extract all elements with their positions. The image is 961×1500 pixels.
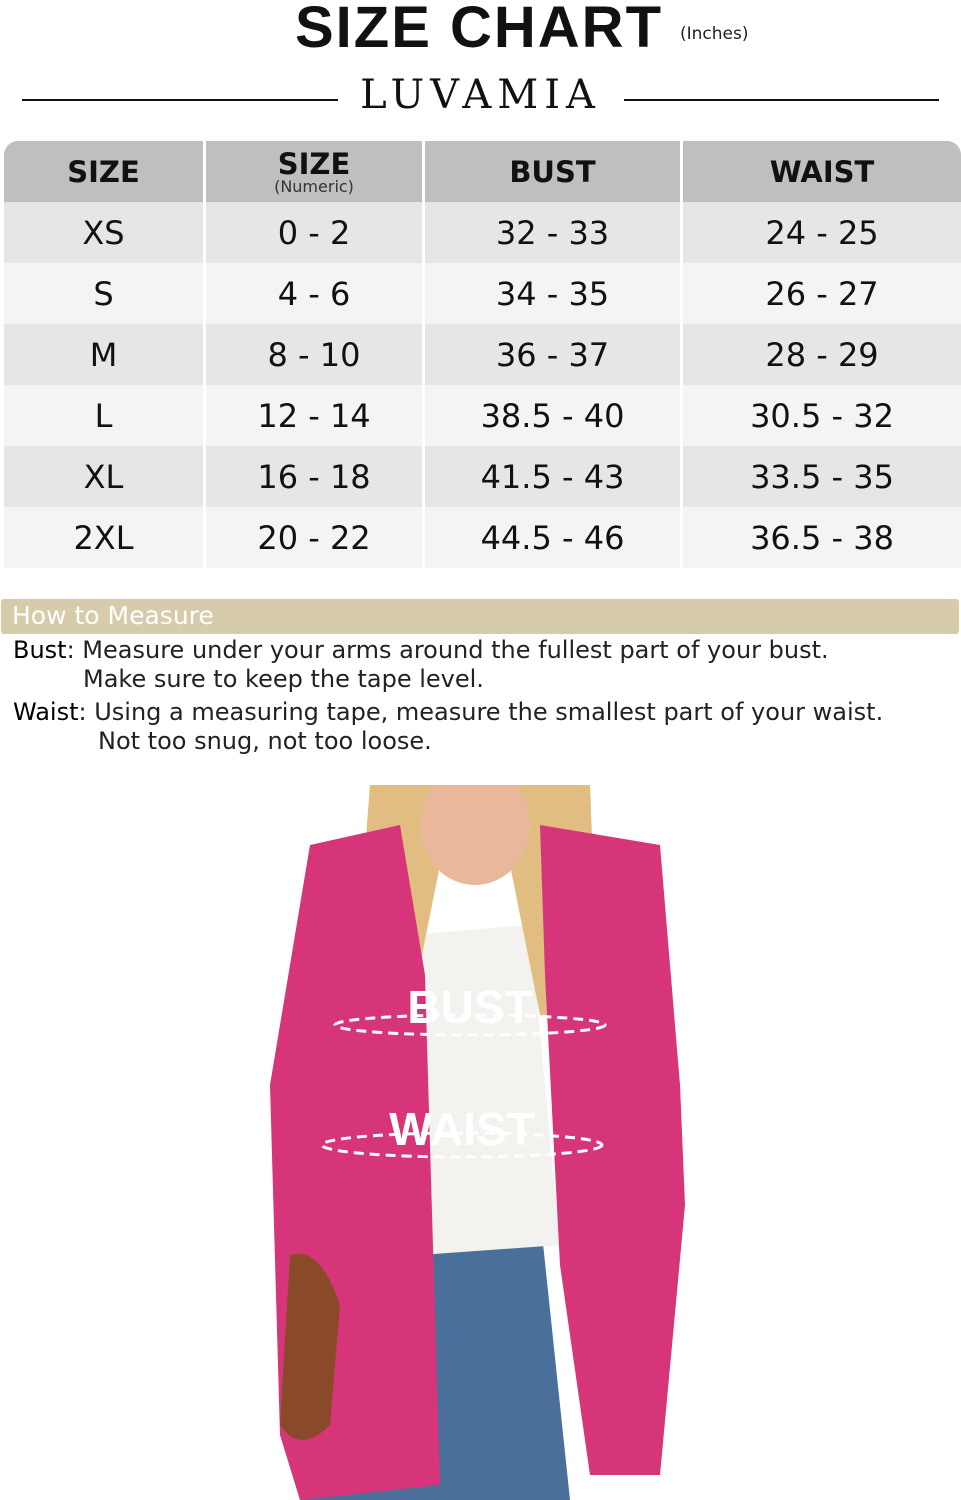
table-cell: 32 - 33 (425, 202, 680, 263)
bust-photo-label: BUST (407, 981, 532, 1033)
column-header-label: SIZE (67, 154, 140, 189)
table-cell: 36.5 - 38 (683, 507, 961, 568)
table-cell: 2XL (4, 507, 203, 568)
table-cell: 16 - 18 (206, 446, 422, 507)
column-header-label: WAIST (769, 154, 875, 189)
blazer-right (540, 825, 685, 1475)
table-row: XL 16 - 18 41.5 - 43 33.5 - 35 (4, 446, 961, 507)
table-cell: 38.5 - 40 (425, 385, 680, 446)
table-row: XS 0 - 2 32 - 33 24 - 25 (4, 202, 961, 263)
table-cell: 24 - 25 (683, 202, 961, 263)
column-header-label: BUST (509, 154, 596, 189)
table-cell: 44.5 - 46 (425, 507, 680, 568)
face (420, 785, 530, 885)
unit-label: (Inches) (680, 24, 749, 44)
table-cell: 30.5 - 32 (683, 385, 961, 446)
brand-logo: LUVAMIA (360, 72, 601, 118)
table-row: 2XL 20 - 22 44.5 - 46 36.5 - 38 (4, 507, 961, 568)
table-cell: XS (4, 202, 203, 263)
bust-instruction: Bust: Measure under your arms around the… (13, 636, 829, 694)
table-cell: 34 - 35 (425, 263, 680, 324)
divider-right (624, 99, 939, 101)
divider-left (22, 99, 338, 101)
table-row: L 12 - 14 38.5 - 40 30.5 - 32 (4, 385, 961, 446)
waist-photo-label: WAIST (389, 1103, 535, 1155)
clutch-bag (280, 1253, 340, 1440)
waist-text-2: Not too snug, not too loose. (98, 727, 432, 755)
size-chart-title: SIZE CHART (295, 0, 663, 60)
table-cell: M (4, 324, 203, 385)
bust-label: Bust (13, 636, 67, 664)
how-to-measure-title: How to Measure (12, 601, 214, 630)
table-header: SIZE SIZE (Numeric) BUST WAIST (4, 141, 961, 202)
table-cell: 26 - 27 (683, 263, 961, 324)
white-top (410, 925, 560, 1255)
column-header: SIZE (Numeric) (206, 141, 422, 202)
waist-text-1: : Using a measuring tape, measure the sm… (78, 698, 884, 726)
table-cell: 8 - 10 (206, 324, 422, 385)
table-cell: 36 - 37 (425, 324, 680, 385)
model-photo: BUST WAIST (270, 785, 685, 1500)
bust-text-1: : Measure under your arms around the ful… (66, 636, 829, 664)
column-header-sub: (Numeric) (274, 177, 354, 196)
waist-measure-line (320, 1131, 604, 1159)
column-header: BUST (425, 141, 680, 202)
waist-instruction: Waist: Using a measuring tape, measure t… (13, 698, 883, 756)
table-cell: 0 - 2 (206, 202, 422, 263)
table-cell: XL (4, 446, 203, 507)
table-cell: 28 - 29 (683, 324, 961, 385)
table-cell: 33.5 - 35 (683, 446, 961, 507)
column-header: SIZE (4, 141, 203, 202)
how-to-measure-bar: How to Measure (1, 599, 959, 634)
table-cell: L (4, 385, 203, 446)
waist-label: Waist (13, 698, 79, 726)
table-cell: 12 - 14 (206, 385, 422, 446)
bust-text-2: Make sure to keep the tape level. (83, 665, 484, 693)
table-cell: S (4, 263, 203, 324)
column-header: WAIST (683, 141, 961, 202)
column-header-label: SIZE (277, 147, 351, 181)
table-cell: 41.5 - 43 (425, 446, 680, 507)
size-table: SIZE SIZE (Numeric) BUST WAIST XS 0 - 2 32 - 3… (1, 141, 961, 568)
table-cell: 4 - 6 (206, 263, 422, 324)
table-cell: 20 - 22 (206, 507, 422, 568)
bust-measure-line (333, 1013, 607, 1037)
